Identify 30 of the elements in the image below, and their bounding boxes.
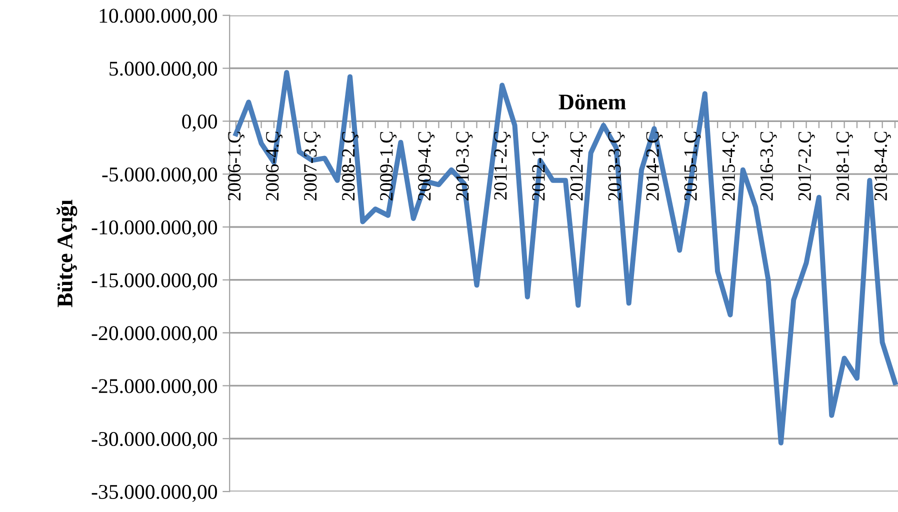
y-tick-label: 0,00: [182, 114, 217, 132]
y-tick-label: -20.000.000,00: [92, 326, 217, 344]
y-tick-label: -25.000.000,00: [92, 379, 217, 396]
x-tick-label: 2016-3.Ç: [760, 132, 777, 200]
y-tick-label: 5.000.000,00: [110, 62, 217, 79]
x-tick-label: 2015-1.Ç: [684, 132, 701, 200]
x-tick-label: 2015-4.Ç: [722, 132, 739, 200]
x-tick-label: 2009-4.Ç: [418, 132, 435, 200]
x-tick-label: 2006-1.Ç: [228, 132, 244, 200]
x-tick-label: 2006-4.Ç: [266, 132, 282, 200]
x-tick-label: 2017-2.Ç: [798, 132, 815, 200]
x-axis-title: Dönem: [558, 94, 626, 110]
y-tick-label: -15.000.000,00: [92, 273, 217, 290]
y-tick-label: -10.000.000,00: [92, 220, 217, 238]
x-tick-label: 2014-2.Ç: [646, 132, 663, 200]
x-tick-label: 2011-2.Ç: [494, 132, 511, 200]
x-tick-label: 2013-3.Ç: [608, 132, 625, 200]
x-tick-label: 2010-3.Ç: [456, 132, 473, 200]
y-axis-title: Bütçe Açığı: [56, 200, 78, 308]
x-tick-label: 2008-2.Ç: [342, 132, 359, 200]
x-tick-label: 2007-3.Ç: [304, 132, 320, 200]
x-tick-label: 2012-4.Ç: [570, 132, 587, 200]
x-tick-label: 2012-1.Ç: [532, 132, 549, 200]
y-tick-label: -5.000.000,00: [102, 167, 217, 185]
x-tick-label: 2018-1.Ç: [836, 132, 853, 200]
y-tick-label: -35.000.000,00: [92, 484, 217, 502]
x-tick-label: 2009-1.Ç: [380, 132, 397, 200]
y-tick-label: -30.000.000,00: [92, 432, 217, 450]
y-tick-label: 10.000.000,00: [100, 8, 217, 26]
x-tick-label: 2018-4.Ç: [874, 132, 891, 200]
